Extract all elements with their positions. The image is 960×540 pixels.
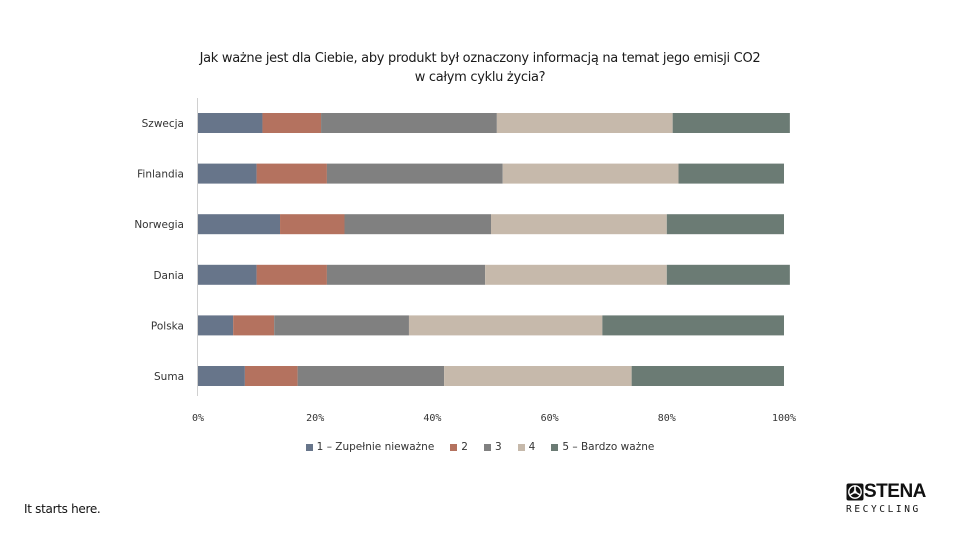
bar-segment	[244, 366, 298, 386]
bar-segment	[326, 163, 503, 184]
bar-segment	[326, 264, 486, 285]
legend-item: 1 – Zupełnie nieważne	[305, 441, 435, 453]
chart-legend: 1 – Zupełnie nieważne 2 3 4 5 – Bardzo ważne	[0, 441, 960, 453]
stena-recycling-logo: STENA RECYCLING	[846, 481, 938, 516]
bar-segment	[274, 315, 409, 336]
bar-segment	[198, 113, 263, 133]
tagline: It starts here.	[24, 502, 101, 516]
x-tick-label: 0%	[192, 413, 204, 424]
category-label: Finlandia	[137, 169, 184, 181]
x-tick-label: 60%	[541, 413, 559, 424]
legend-label: 5 – Bardzo ważne	[562, 441, 655, 453]
bar-segment	[256, 163, 327, 184]
category-label: Dania	[153, 270, 184, 282]
stena-emblem-icon	[846, 483, 864, 501]
bar-segment	[485, 264, 667, 285]
bar-segment	[491, 214, 667, 235]
bar-segment	[496, 113, 673, 133]
x-tick-label: 80%	[658, 413, 676, 424]
legend-label: 3	[494, 441, 502, 453]
bar-segment	[198, 214, 281, 235]
bar-segment	[198, 163, 257, 184]
legend-swatch	[305, 443, 313, 451]
legend-item: 2	[450, 441, 468, 453]
bar-segment	[602, 315, 784, 336]
bar-segment	[256, 264, 327, 285]
legend-label: 4	[528, 441, 536, 453]
bar-segment	[233, 315, 275, 336]
bar-segment	[297, 366, 445, 386]
chart-title-line-1: Jak ważne jest dla Ciebie, aby produkt b…	[199, 51, 761, 66]
bar-segment	[672, 113, 790, 133]
bar-segment	[198, 315, 234, 336]
category-label: Polska	[151, 320, 184, 332]
bar-segment	[666, 214, 784, 235]
x-tick-label: 20%	[306, 413, 324, 424]
bar-segment	[678, 163, 784, 184]
chart-title: Jak ważne jest dla Ciebie, aby produkt b…	[0, 49, 960, 87]
x-tick-label: 40%	[423, 413, 441, 424]
bar-segment	[280, 214, 345, 235]
bar-segment	[198, 264, 257, 285]
category-label: Norwegia	[134, 219, 184, 231]
category-label: Suma	[154, 371, 184, 383]
bar-segment	[666, 264, 790, 285]
bar-segment	[321, 113, 497, 133]
bar-segment	[344, 214, 491, 235]
logo-subtitle: RECYCLING	[846, 504, 921, 515]
bar-segment	[408, 315, 603, 336]
x-tick-label: 100%	[772, 413, 796, 424]
legend-label: 2	[461, 441, 468, 453]
bar-segment	[262, 113, 322, 133]
legend-swatch	[551, 443, 559, 451]
legend-item: 4	[517, 441, 536, 453]
legend-item: 5 – Bardzo ważne	[551, 441, 654, 453]
legend-label: 1 – Zupełnie nieważne	[316, 441, 435, 453]
bar-segment	[502, 163, 679, 184]
category-label: Szwecja	[142, 118, 184, 130]
bar-segment	[198, 366, 245, 386]
chart-title-line-2: w całym cyklu życia?	[414, 70, 546, 85]
bar-segment	[631, 366, 784, 386]
legend-swatch	[517, 443, 525, 451]
legend-item: 3	[483, 441, 502, 453]
bar-segment	[444, 366, 632, 386]
legend-swatch	[450, 443, 458, 451]
logo-name: STENA	[864, 481, 926, 502]
legend-swatch	[483, 443, 491, 451]
